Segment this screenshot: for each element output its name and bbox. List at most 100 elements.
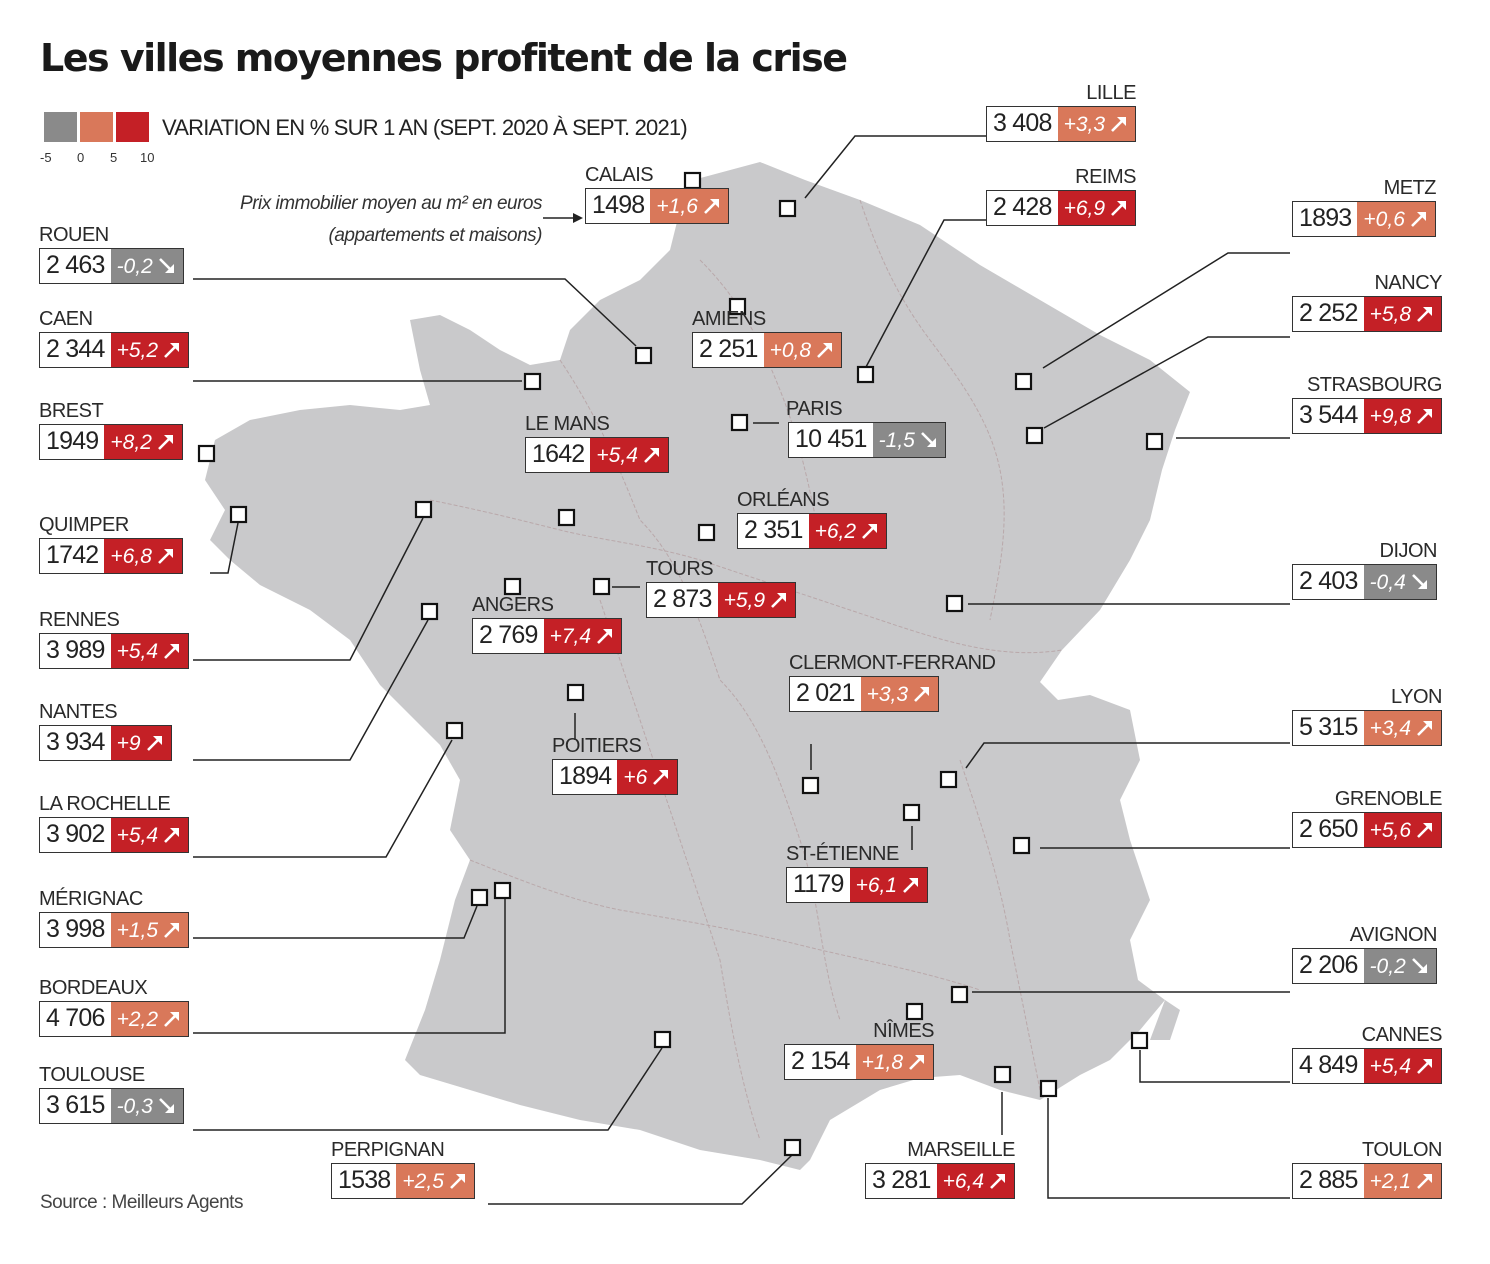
city-name: REIMS (1075, 166, 1136, 188)
price-box: 3 544 +9,8 (1292, 398, 1443, 434)
marker-perpignan (783, 1138, 802, 1157)
variation-badge: +5,4 (1363, 1049, 1442, 1083)
variation-badge: +5,6 (1363, 813, 1442, 847)
legend-swatch-negative (44, 112, 77, 142)
variation-value: +7,4 (549, 624, 592, 648)
city-card-nantes: NANTES 3 934 +9 (39, 701, 172, 761)
city-name: CLERMONT-FERRAND (789, 652, 996, 674)
price-value: 3 934 (40, 726, 111, 760)
city-card-dijon: DIJON 2 403 -0,4 (1292, 540, 1437, 600)
city-card-orleans: ORLÉANS 2 351 +6,2 (737, 489, 888, 549)
page-title: Les villes moyennes profitent de la cris… (40, 36, 848, 80)
marker-metz (1014, 372, 1033, 391)
variation-badge: +9,8 (1363, 399, 1442, 433)
price-box: 1949 +8,2 (39, 424, 183, 460)
marker-caen (523, 372, 542, 391)
price-box: 2 769 +7,4 (472, 618, 623, 654)
variation-value: -0,2 (116, 254, 153, 278)
arrow-up-right-icon (162, 641, 182, 661)
price-box: 4 706 +2,2 (39, 1001, 190, 1037)
city-card-paris: PARIS 10 451 -1,5 (786, 398, 946, 458)
legend-tick: 5 (110, 150, 118, 165)
arrow-up-right-icon (156, 546, 176, 566)
variation-value: +6,4 (942, 1169, 985, 1193)
variation-badge: +5,8 (1363, 297, 1442, 331)
city-card-reims: REIMS 2 428 +6,9 (986, 166, 1136, 226)
city-name: NANCY (1374, 272, 1442, 294)
variation-badge: +9 (110, 726, 171, 760)
price-value: 3 989 (40, 634, 111, 668)
price-value: 4 706 (40, 1002, 111, 1036)
legend-tick: 0 (77, 150, 85, 165)
city-card-strasbourg: STRASBOURG 3 544 +9,8 (1292, 374, 1443, 434)
arrow-up-right-icon (162, 825, 182, 845)
city-name: MÉRIGNAC (39, 888, 143, 910)
price-box: 3 902 +5,4 (39, 817, 190, 853)
city-markers (197, 171, 1164, 1157)
variation-badge: +5,4 (110, 634, 189, 668)
city-card-amiens: AMIENS 2 251 +0,8 (692, 308, 843, 368)
city-card-rennes: RENNES 3 989 +5,4 (39, 609, 190, 669)
variation-badge: +6,9 (1057, 191, 1136, 225)
variation-badge: +0,8 (763, 333, 842, 367)
price-value: 1179 (787, 868, 850, 902)
variation-badge: +6,4 (936, 1164, 1015, 1198)
city-name: AMIENS (692, 308, 766, 330)
intro-arrow-icon (543, 213, 583, 223)
marker-lyon (939, 770, 958, 789)
arrow-up-right-icon (1109, 198, 1129, 218)
city-name: TOULOUSE (39, 1064, 145, 1086)
marker-marseille (993, 1065, 1012, 1084)
variation-value: -0,2 (1369, 954, 1406, 978)
variation-value: +6,1 (855, 873, 898, 897)
variation-value: +3,3 (866, 682, 909, 706)
arrow-up-right-icon (1415, 304, 1435, 324)
variation-value: +5,4 (116, 639, 159, 663)
marker-la-rochelle (445, 721, 464, 740)
variation-value: +6,9 (1063, 196, 1106, 220)
variation-value: +6,8 (110, 544, 152, 568)
marker-brest (197, 444, 216, 463)
variation-badge: -0,3 (110, 1089, 183, 1123)
marker-clermont-ferrand (801, 776, 820, 795)
arrow-up-right-icon (1415, 820, 1435, 840)
source-note: Source : Meilleurs Agents (40, 1192, 243, 1213)
variation-value: +5,4 (116, 823, 159, 847)
arrow-up-right-icon (156, 432, 176, 452)
price-box: 1498 +1,6 (585, 188, 729, 224)
marker-dijon (945, 594, 964, 613)
price-value: 2 428 (987, 191, 1058, 225)
price-box: 3 998 +1,5 (39, 912, 190, 948)
corsica-hint (1150, 1000, 1180, 1040)
price-box: 1538 +2,5 (331, 1163, 475, 1199)
price-box: 2 873 +5,9 (646, 582, 797, 618)
price-value: 2 769 (473, 619, 544, 653)
city-card-brest: BREST 1949 +8,2 (39, 400, 183, 460)
variation-badge: +2,2 (110, 1002, 189, 1036)
city-name: BORDEAUX (39, 977, 148, 999)
city-name: ST-ÉTIENNE (786, 843, 899, 865)
variation-badge: +1,5 (110, 913, 189, 947)
city-card-rouen: ROUEN 2 463 -0,2 (39, 224, 184, 284)
price-value: 1498 (586, 189, 651, 223)
city-card-grenoble: GRENOBLE 2 650 +5,6 (1292, 788, 1443, 848)
price-box: 2 344 +5,2 (39, 332, 190, 368)
variation-badge: +8,2 (104, 425, 182, 459)
price-box: 4 849 +5,4 (1292, 1048, 1443, 1084)
price-value: 2 251 (693, 333, 764, 367)
variation-badge: -0,2 (110, 249, 183, 283)
city-name: TOULON (1362, 1139, 1442, 1161)
price-box: 2 351 +6,2 (737, 513, 888, 549)
city-card-toulon: TOULON 2 885 +2,1 (1292, 1139, 1442, 1199)
city-card-tours: TOURS 2 873 +5,9 (646, 558, 797, 618)
marker-amiens (728, 297, 747, 316)
city-card-lyon: LYON 5 315 +3,4 (1292, 686, 1442, 746)
variation-value: +0,8 (769, 338, 812, 362)
marker-le-mans (557, 508, 576, 527)
city-card-cannes: CANNES 4 849 +5,4 (1292, 1024, 1443, 1084)
variation-badge: +1,8 (855, 1045, 934, 1079)
variation-value: +2,2 (116, 1007, 159, 1031)
marker-orleans (697, 523, 716, 542)
price-box: 1894 +6 (552, 759, 679, 795)
